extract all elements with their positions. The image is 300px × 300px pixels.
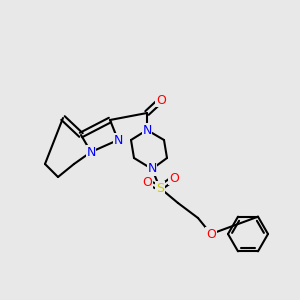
Text: N: N: [142, 124, 152, 136]
Text: O: O: [169, 172, 179, 184]
Text: O: O: [206, 227, 216, 241]
Text: N: N: [113, 134, 123, 146]
Text: S: S: [156, 182, 164, 194]
Text: O: O: [142, 176, 152, 188]
Text: O: O: [156, 94, 166, 106]
Text: N: N: [147, 163, 157, 176]
Text: N: N: [86, 146, 96, 158]
